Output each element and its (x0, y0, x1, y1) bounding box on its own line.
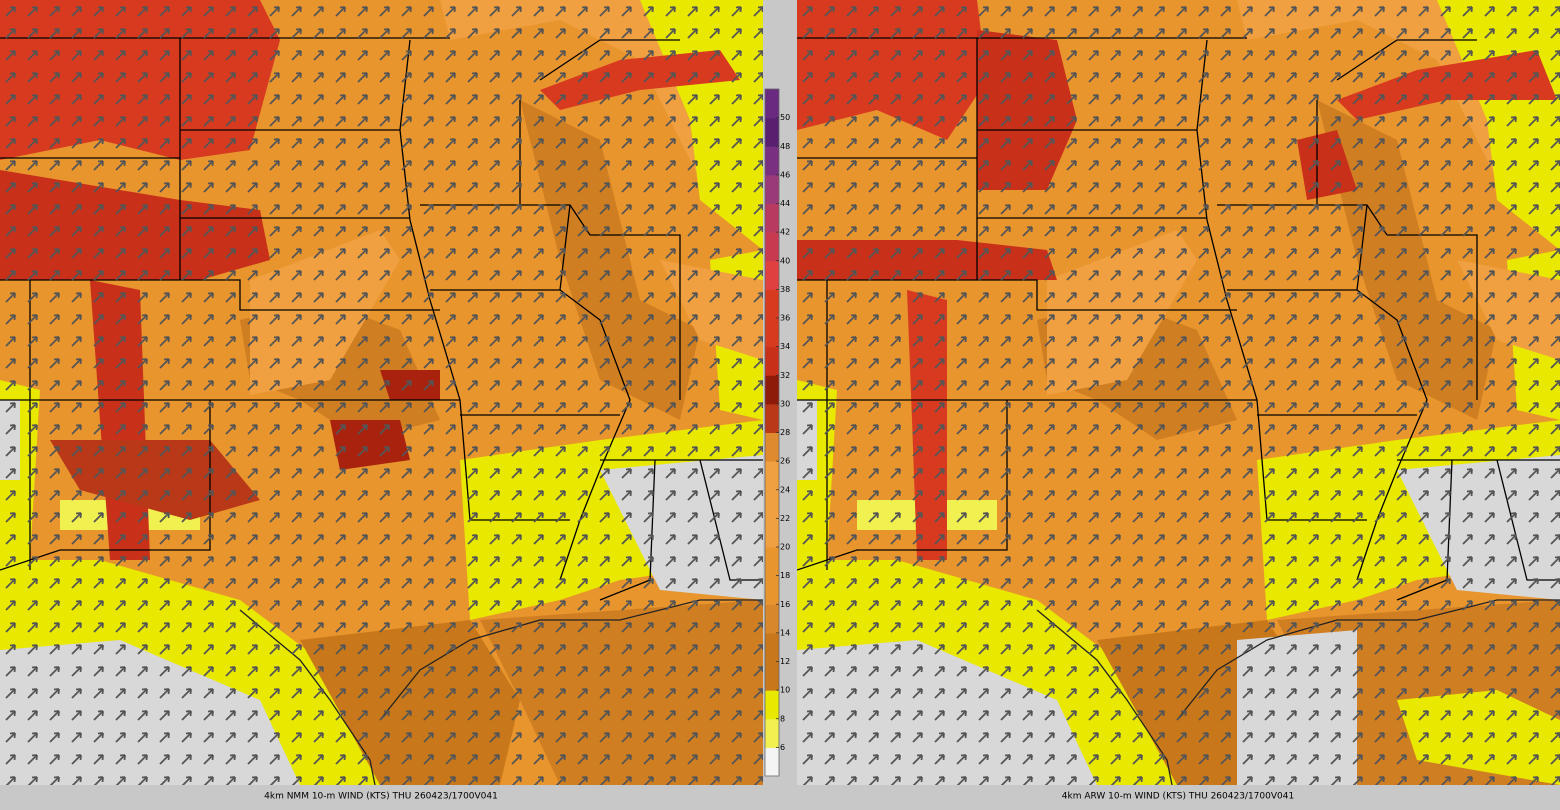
colorbar-tick-label: 6 (780, 743, 785, 752)
colorbar-tick-label: 8 (780, 714, 785, 723)
colorbar-tick-label: 16 (780, 600, 790, 609)
colorbar-tick-label: 22 (780, 514, 790, 523)
colorbar-tick-label: 10 (780, 686, 790, 695)
colorbar-bin (765, 203, 779, 233)
colorbar-bin (765, 518, 779, 548)
colorbar-bin (765, 747, 779, 777)
colorbar-tick-label: 12 (780, 657, 790, 666)
colorbar-bin (765, 690, 779, 720)
colorbar-tick-label: 14 (780, 628, 790, 637)
colorbar-tick-label: 26 (780, 457, 790, 466)
colorbar-bin (765, 632, 779, 662)
colorbar-tick-label: 50 (780, 113, 790, 122)
colorbar-bin (765, 289, 779, 319)
colorbar-bin (765, 575, 779, 605)
colorbar-tick-label: 28 (780, 428, 790, 437)
colorbar-tick-label: 48 (780, 142, 790, 151)
colorbar-bin (765, 489, 779, 519)
colorbar-bin (765, 661, 779, 691)
colorbar-tick-label: 24 (780, 485, 790, 494)
colorbar-tick-label: 34 (780, 342, 790, 351)
colorbar-bin (765, 604, 779, 634)
colorbar-bin (765, 117, 779, 147)
colorbar-bin (765, 375, 779, 405)
colorbar-tick-label: 38 (780, 285, 790, 294)
colorbar-bin (765, 89, 779, 119)
colorbar-bin (765, 318, 779, 348)
colorbar-tick-label: 46 (780, 170, 790, 179)
colorbar-tick-label: 44 (780, 199, 790, 208)
caption: 4km ARW 10-m WIND (KTS) THU 260423/1700V… (1062, 792, 1294, 802)
colorbar-tick-label: 32 (780, 371, 790, 380)
colorbar-bin (765, 547, 779, 577)
colorbar-tick-label: 40 (780, 256, 790, 265)
map-panel (797, 0, 1560, 785)
colorbar-bin (765, 174, 779, 204)
colorbar-bin (765, 146, 779, 176)
colorbar-bin (765, 260, 779, 290)
colorbar-tick-label: 36 (780, 314, 790, 323)
colorbar-tick-label: 30 (780, 399, 790, 408)
colorbar-tick-label: 42 (780, 228, 790, 237)
map-panel (0, 0, 763, 785)
colorbar-bin (765, 461, 779, 491)
colorbar-bin (765, 346, 779, 376)
colorbar-bin (765, 232, 779, 262)
colorbar: 6 8 10 12 14 16 18 20 22 24 26 28 30 32 34 36 38 40 42 44 46… (764, 88, 790, 777)
colorbar-tick-label: 20 (780, 543, 790, 552)
caption: 4km NMM 10-m WIND (KTS) THU 260423/1700V… (264, 792, 498, 802)
colorbar-bin (765, 718, 779, 748)
colorbar-tick-label: 18 (780, 571, 790, 580)
colorbar-bin (765, 432, 779, 462)
colorbar-bin (765, 403, 779, 433)
